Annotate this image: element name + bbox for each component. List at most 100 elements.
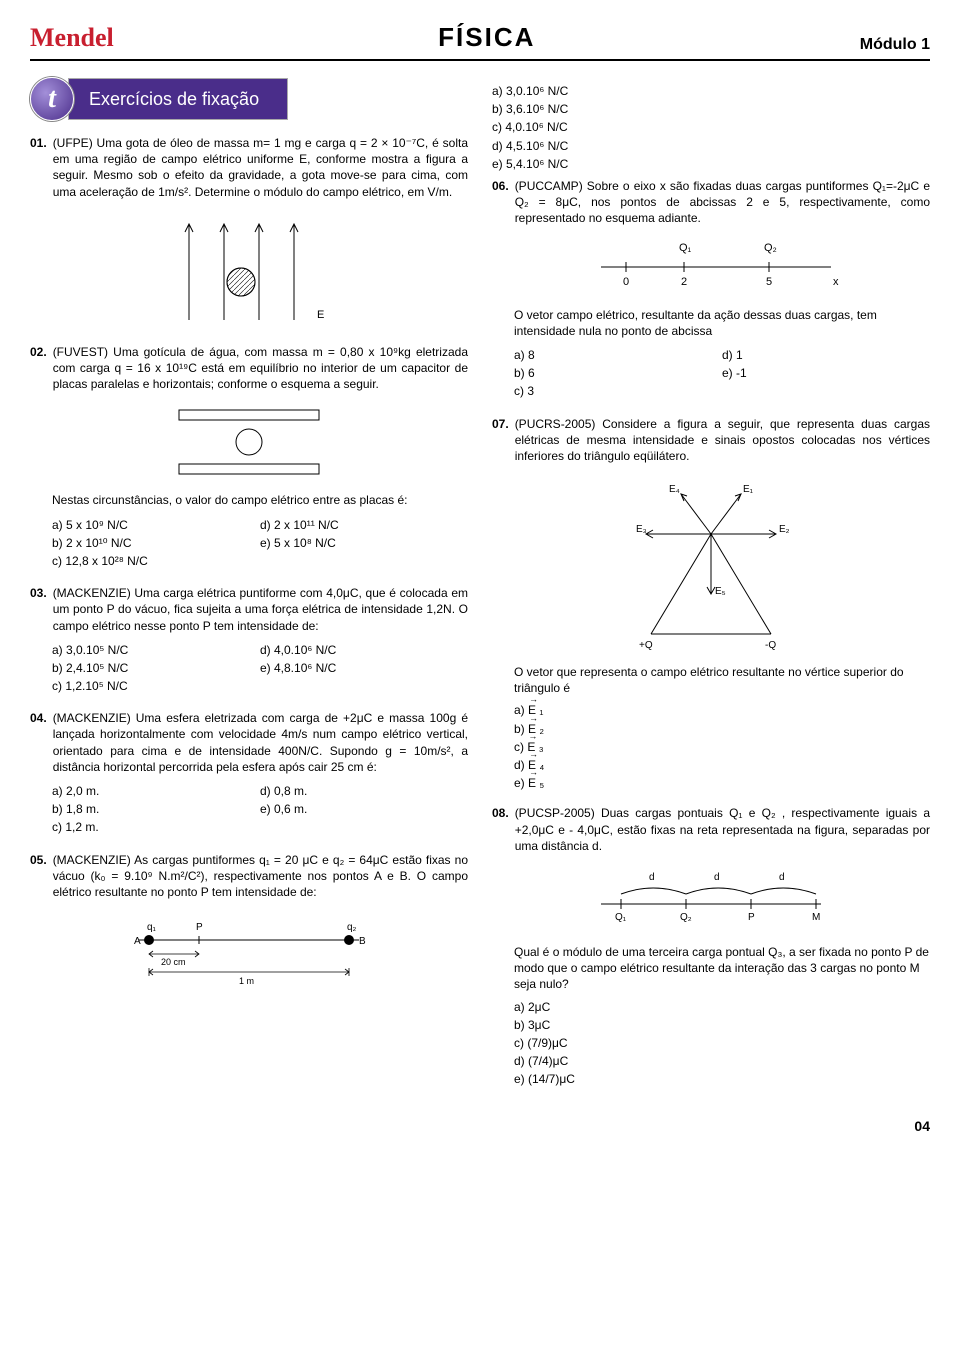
q06-options: a) 8 b) 6 c) 3 d) 1 e) -1 [514, 345, 930, 402]
svg-text:q₂: q₂ [347, 922, 357, 933]
svg-text:A: A [134, 936, 141, 947]
option: e) 0,6 m. [260, 801, 468, 817]
option: c) (7/9)μC [514, 1035, 930, 1051]
figure-q05: q₁ q₂ A B P 20 cm 1 m [119, 910, 379, 990]
right-column: a) 3,0.10⁶ N/C b) 3,6.10⁶ N/C c) 4,0.10⁶… [492, 77, 930, 1101]
svg-text:d: d [714, 872, 720, 883]
option: e) 5 x 10⁸ N/C [260, 535, 468, 551]
option: c) 1,2.10⁵ N/C [52, 678, 260, 694]
q-text: (FUVEST) Uma gotícula de água, com massa… [53, 344, 468, 393]
question-04: 04. (MACKENZIE) Uma esfera eletrizada co… [30, 710, 468, 837]
content-columns: t Exercícios de fixação 01. (UFPE) Uma g… [30, 77, 930, 1101]
svg-text:-Q: -Q [765, 640, 776, 651]
option: b) 3,6.10⁶ N/C [492, 101, 930, 117]
option: a) 2,0 m. [52, 783, 260, 799]
option: b) E ₂ [514, 721, 930, 737]
option: d) 4,5.10⁶ N/C [492, 138, 930, 154]
svg-text:2: 2 [681, 276, 687, 288]
svg-text:P: P [196, 922, 203, 933]
q07-subtext: O vetor que representa o campo elétrico … [514, 664, 930, 696]
svg-text:+Q: +Q [639, 640, 653, 651]
svg-text:x: x [833, 276, 839, 288]
option: c) 1,2 m. [52, 819, 260, 835]
svg-text:E₃: E₃ [636, 524, 647, 535]
option: b) 1,8 m. [52, 801, 260, 817]
section-badge: t Exercícios de fixação [30, 77, 468, 121]
page-header: Mendel FÍSICA Módulo 1 [30, 20, 930, 61]
question-02: 02. (FUVEST) Uma gotícula de água, com m… [30, 344, 468, 571]
svg-text:1 m: 1 m [239, 976, 254, 986]
svg-text:0: 0 [623, 276, 629, 288]
option: c) 12,8 x 10²⁸ N/C [52, 553, 260, 569]
question-06: 06. (PUCCAMP) Sobre o eixo x são fixadas… [492, 178, 930, 402]
left-column: t Exercícios de fixação 01. (UFPE) Uma g… [30, 77, 468, 1101]
module-label: Módulo 1 [860, 34, 930, 56]
svg-text:P: P [748, 912, 755, 923]
q-text: (PUCSP-2005) Duas cargas pontuais Q₁ e Q… [515, 805, 930, 854]
q06-subtext: O vetor campo elétrico, resultante da aç… [514, 307, 930, 339]
svg-text:E₁: E₁ [743, 484, 754, 495]
subject-title: FÍSICA [114, 20, 860, 55]
brand-logo: Mendel [30, 20, 114, 55]
option: a) 3,0.10⁵ N/C [52, 642, 260, 658]
question-05: 05. (MACKENZIE) As cargas puntiformes q₁… [30, 852, 468, 991]
svg-text:d: d [779, 872, 785, 883]
option: a) 5 x 10⁹ N/C [52, 517, 260, 533]
q-text: (MACKENZIE) Uma esfera eletrizada com ca… [53, 710, 468, 775]
figure-q08: d d d Q₁ Q₂ P M [571, 864, 851, 934]
q-number: 03. [30, 585, 47, 634]
option: a) 3,0.10⁶ N/C [492, 83, 930, 99]
option: c) E ₃ [514, 739, 930, 755]
option: c) 3 [514, 383, 722, 399]
q-number: 07. [492, 416, 509, 465]
q03-options: a) 3,0.10⁵ N/C b) 2,4.10⁵ N/C c) 1,2.10⁵… [52, 640, 468, 697]
option: d) (7/4)μC [514, 1053, 930, 1069]
option: b) 6 [514, 365, 722, 381]
option: d) 2 x 10¹¹ N/C [260, 517, 468, 533]
q-number: 01. [30, 135, 47, 200]
q-number: 08. [492, 805, 509, 854]
option: e) E ₅ [514, 775, 930, 791]
figure-q07: E₄ E₁ E₃ E₂ E₅ +Q -Q [581, 474, 841, 654]
svg-text:Q₂: Q₂ [680, 912, 692, 923]
option: a) 2μC [514, 999, 930, 1015]
svg-text:E₅: E₅ [715, 586, 726, 597]
section-label: Exercícios de fixação [68, 78, 288, 120]
option: e) 4,8.10⁶ N/C [260, 660, 468, 676]
option: d) 4,0.10⁶ N/C [260, 642, 468, 658]
svg-text:Q₂: Q₂ [764, 242, 777, 254]
svg-text:Q₁: Q₁ [615, 912, 627, 923]
option: d) 0,8 m. [260, 783, 468, 799]
option: a) 8 [514, 347, 722, 363]
svg-text:B: B [359, 936, 366, 947]
svg-text:q₁: q₁ [147, 922, 157, 933]
option: e) (14/7)μC [514, 1071, 930, 1087]
q-text: (PUCCAMP) Sobre o eixo x são fixadas dua… [515, 178, 930, 227]
q08-subtext: Qual é o módulo de uma terceira carga po… [514, 944, 930, 993]
q-number: 06. [492, 178, 509, 227]
option: b) 3μC [514, 1017, 930, 1033]
figure-q01: E [159, 210, 339, 330]
q-number: 04. [30, 710, 47, 775]
svg-text:d: d [649, 872, 655, 883]
q-number: 02. [30, 344, 47, 393]
svg-text:E: E [317, 309, 324, 321]
q08-options: a) 2μC b) 3μC c) (7/9)μC d) (7/4)μC e) (… [514, 999, 930, 1088]
q07-options: a) E ₁ b) E ₂ c) E ₃ d) E ₄ e) E ₅ [514, 702, 930, 791]
svg-text:Q₁: Q₁ [679, 242, 692, 254]
svg-text:5: 5 [766, 276, 772, 288]
question-03: 03. (MACKENZIE) Uma carga elétrica punti… [30, 585, 468, 696]
q-text: (MACKENZIE) As cargas puntiformes q₁ = 2… [53, 852, 468, 901]
question-08: 08. (PUCSP-2005) Duas cargas pontuais Q₁… [492, 805, 930, 1087]
q05-options: a) 3,0.10⁶ N/C b) 3,6.10⁶ N/C c) 4,0.10⁶… [492, 83, 930, 172]
option: a) E ₁ [514, 702, 930, 718]
q-text: (MACKENZIE) Uma carga elétrica puntiform… [53, 585, 468, 634]
option: e) -1 [722, 365, 930, 381]
svg-text:20 cm: 20 cm [161, 957, 186, 967]
q-number: 05. [30, 852, 47, 901]
svg-text:E₄: E₄ [669, 484, 680, 495]
question-01: 01. (UFPE) Uma gota de óleo de massa m= … [30, 135, 468, 330]
figure-q06: Q₁ Q₂ 0 2 5 x [571, 237, 851, 297]
option: d) 1 [722, 347, 930, 363]
svg-text:E₂: E₂ [779, 524, 790, 535]
